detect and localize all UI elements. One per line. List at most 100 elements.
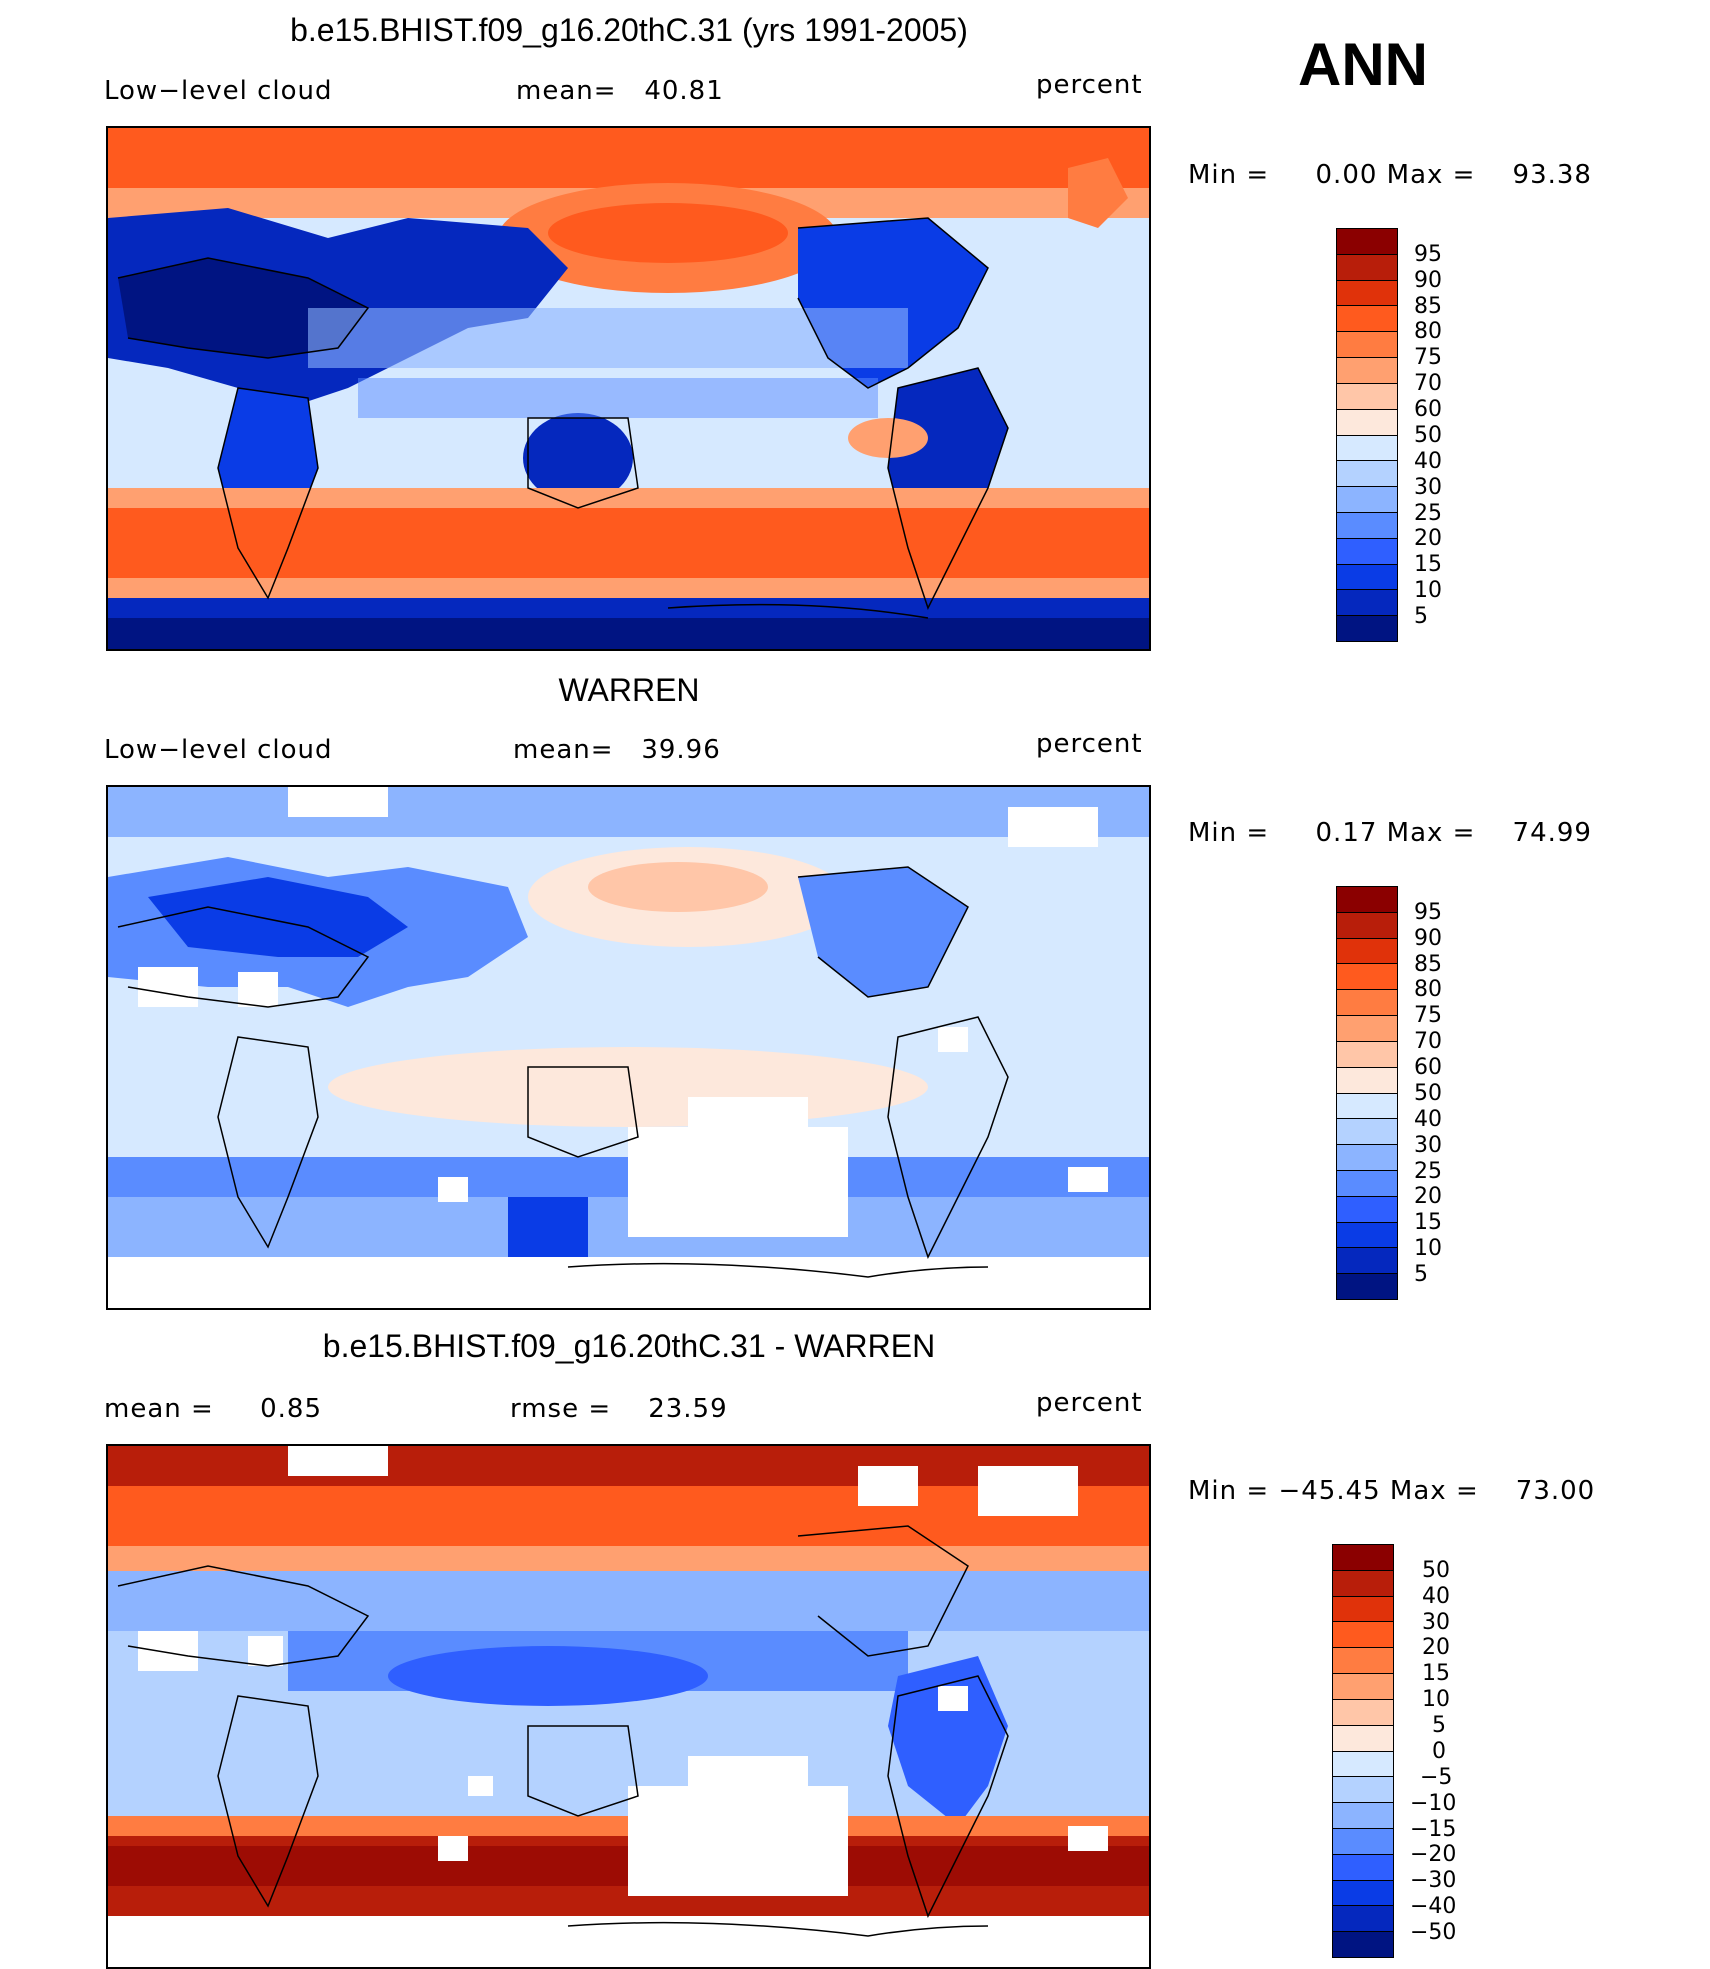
colorbar-tick-label: 95 bbox=[1414, 900, 1442, 925]
colorbar-segment bbox=[1337, 306, 1397, 333]
colorbar-segment bbox=[1337, 1248, 1397, 1275]
colorbar-segment bbox=[1337, 280, 1397, 307]
colorbar-tick-label: 40 bbox=[1414, 1107, 1442, 1132]
panel1-units-label: percent bbox=[1036, 70, 1143, 100]
panel2-units-label: percent bbox=[1036, 729, 1143, 759]
colorbar-segment bbox=[1337, 1041, 1397, 1068]
colorbar-tick-label: −30 bbox=[1410, 1868, 1457, 1893]
colorbar-segment bbox=[1337, 938, 1397, 965]
colorbar-tick-label: 5 bbox=[1414, 1262, 1428, 1287]
panel1-colorbar bbox=[1336, 228, 1398, 642]
colorbar-tick-label: 75 bbox=[1414, 1003, 1442, 1028]
colorbar-tick-label: 10 bbox=[1414, 1236, 1442, 1261]
panel1-mean-label: mean= 40.81 bbox=[516, 76, 724, 106]
colorbar-segment bbox=[1337, 332, 1397, 359]
panel3-rmse-label: rmse = 23.59 bbox=[510, 1394, 728, 1424]
colorbar-segment bbox=[1333, 1674, 1393, 1700]
colorbar-segment bbox=[1333, 1854, 1393, 1881]
colorbar-tick-label: 60 bbox=[1414, 1055, 1442, 1080]
colorbar-segment bbox=[1337, 887, 1397, 913]
panel1-map bbox=[106, 126, 1151, 651]
colorbar-tick-label: −50 bbox=[1410, 1920, 1457, 1945]
colorbar-segment bbox=[1333, 1777, 1393, 1804]
colorbar-tick-label: 50 bbox=[1414, 423, 1442, 448]
panel3-units-label: percent bbox=[1036, 1388, 1143, 1418]
colorbar-segment bbox=[1333, 1880, 1393, 1907]
panel2-mean-label: mean= 39.96 bbox=[513, 735, 721, 765]
colorbar-tick-label: 90 bbox=[1414, 268, 1442, 293]
colorbar-tick-label: 30 bbox=[1414, 475, 1442, 500]
colorbar-tick-label: 80 bbox=[1414, 977, 1442, 1002]
colorbar-tick-label: 40 bbox=[1414, 449, 1442, 474]
colorbar-tick-label: 85 bbox=[1414, 952, 1442, 977]
colorbar-tick-label: 15 bbox=[1414, 552, 1442, 577]
panel1-colorbar-labels: 95 90 85 80 75 70 60 50 40 30 25 20 15 1… bbox=[1414, 228, 1474, 642]
colorbar-segment bbox=[1333, 1570, 1393, 1597]
panel1-variable-label: Low−level cloud bbox=[104, 76, 333, 106]
colorbar-segment bbox=[1333, 1545, 1393, 1571]
colorbar-tick-label: 15 bbox=[1414, 1210, 1442, 1235]
panel2-title: WARREN bbox=[558, 672, 700, 708]
colorbar-segment bbox=[1337, 409, 1397, 436]
colorbar-segment bbox=[1337, 564, 1397, 591]
colorbar-tick-label: 30 bbox=[1422, 1610, 1450, 1635]
colorbar-tick-label: −10 bbox=[1410, 1791, 1457, 1816]
colorbar-segment bbox=[1337, 590, 1397, 617]
panel2-minmax: Min = 0.17 Max = 74.99 bbox=[1188, 818, 1592, 848]
colorbar-tick-label: 20 bbox=[1414, 526, 1442, 551]
colorbar-tick-label: 5 bbox=[1414, 604, 1428, 629]
colorbar-segment bbox=[1333, 1648, 1393, 1675]
colorbar-tick-label: 60 bbox=[1414, 397, 1442, 422]
colorbar-tick-label: 85 bbox=[1414, 294, 1442, 319]
colorbar-segment bbox=[1333, 1803, 1393, 1829]
colorbar-segment bbox=[1337, 1093, 1397, 1120]
panel1-minmax: Min = 0.00 Max = 93.38 bbox=[1188, 160, 1592, 190]
colorbar-segment bbox=[1337, 1274, 1397, 1299]
colorbar-segment bbox=[1337, 990, 1397, 1017]
panel1-title: b.e15.BHIST.f09_g16.20thC.31 (yrs 1991-2… bbox=[290, 12, 968, 48]
panel2-colorbar-labels: 95 90 85 80 75 70 60 50 40 30 25 20 15 1… bbox=[1414, 886, 1474, 1300]
colorbar-tick-label: 70 bbox=[1414, 371, 1442, 396]
panel2-variable-label: Low−level cloud bbox=[104, 735, 333, 765]
colorbar-segment bbox=[1337, 254, 1397, 281]
colorbar-tick-label: 70 bbox=[1414, 1029, 1442, 1054]
colorbar-segment bbox=[1337, 1196, 1397, 1223]
colorbar-segment bbox=[1333, 1725, 1393, 1752]
colorbar-segment bbox=[1337, 383, 1397, 410]
colorbar-tick-label: −40 bbox=[1410, 1894, 1457, 1919]
colorbar-segment bbox=[1337, 1016, 1397, 1042]
panel3-colorbar-labels: 50 40 30 20 15 10 5 0 −5 −10 −15 −20 −30… bbox=[1410, 1544, 1480, 1958]
colorbar-segment bbox=[1333, 1932, 1393, 1957]
colorbar-tick-label: 25 bbox=[1414, 1159, 1442, 1184]
colorbar-segment bbox=[1337, 1067, 1397, 1094]
colorbar-segment bbox=[1337, 1222, 1397, 1249]
colorbar-tick-label: 10 bbox=[1422, 1687, 1450, 1712]
colorbar-segment bbox=[1337, 358, 1397, 384]
colorbar-segment bbox=[1337, 1170, 1397, 1197]
colorbar-tick-label: 95 bbox=[1414, 242, 1442, 267]
colorbar-segment bbox=[1337, 435, 1397, 462]
panel1-map-plot bbox=[108, 128, 1149, 649]
colorbar-tick-label: 20 bbox=[1414, 1184, 1442, 1209]
colorbar-segment bbox=[1337, 1145, 1397, 1171]
colorbar-segment bbox=[1333, 1596, 1393, 1623]
colorbar-segment bbox=[1337, 538, 1397, 565]
colorbar-segment bbox=[1333, 1906, 1393, 1933]
colorbar-tick-label: 50 bbox=[1422, 1558, 1450, 1583]
colorbar-tick-label: 20 bbox=[1422, 1635, 1450, 1660]
colorbar-tick-label: −20 bbox=[1410, 1842, 1457, 1867]
colorbar-segment bbox=[1333, 1751, 1393, 1778]
panel3-title: b.e15.BHIST.f09_g16.20thC.31 - WARREN bbox=[322, 1328, 936, 1364]
colorbar-segment bbox=[1337, 616, 1397, 641]
panel3-colorbar bbox=[1332, 1544, 1394, 1958]
colorbar-tick-label: 75 bbox=[1414, 345, 1442, 370]
colorbar-segment bbox=[1333, 1699, 1393, 1726]
colorbar-tick-label: −15 bbox=[1410, 1817, 1457, 1842]
colorbar-tick-label: 30 bbox=[1414, 1133, 1442, 1158]
colorbar-tick-label: 40 bbox=[1422, 1584, 1450, 1609]
colorbar-segment bbox=[1337, 512, 1397, 539]
colorbar-tick-label: 15 bbox=[1422, 1661, 1450, 1686]
colorbar-tick-label: 10 bbox=[1414, 578, 1442, 603]
colorbar-tick-label: 90 bbox=[1414, 926, 1442, 951]
colorbar-segment bbox=[1333, 1828, 1393, 1855]
